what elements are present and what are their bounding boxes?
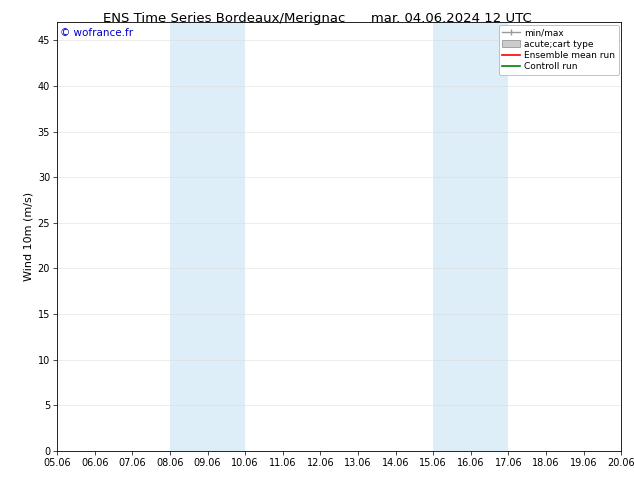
Legend: min/max, acute;cart type, Ensemble mean run, Controll run: min/max, acute;cart type, Ensemble mean … bbox=[499, 25, 619, 75]
Bar bbox=[170, 22, 245, 451]
Text: ENS Time Series Bordeaux/Merignac      mar. 04.06.2024 12 UTC: ENS Time Series Bordeaux/Merignac mar. 0… bbox=[103, 12, 531, 25]
Y-axis label: Wind 10m (m/s): Wind 10m (m/s) bbox=[23, 192, 34, 281]
Bar bbox=[433, 22, 508, 451]
Text: © wofrance.fr: © wofrance.fr bbox=[60, 28, 133, 39]
